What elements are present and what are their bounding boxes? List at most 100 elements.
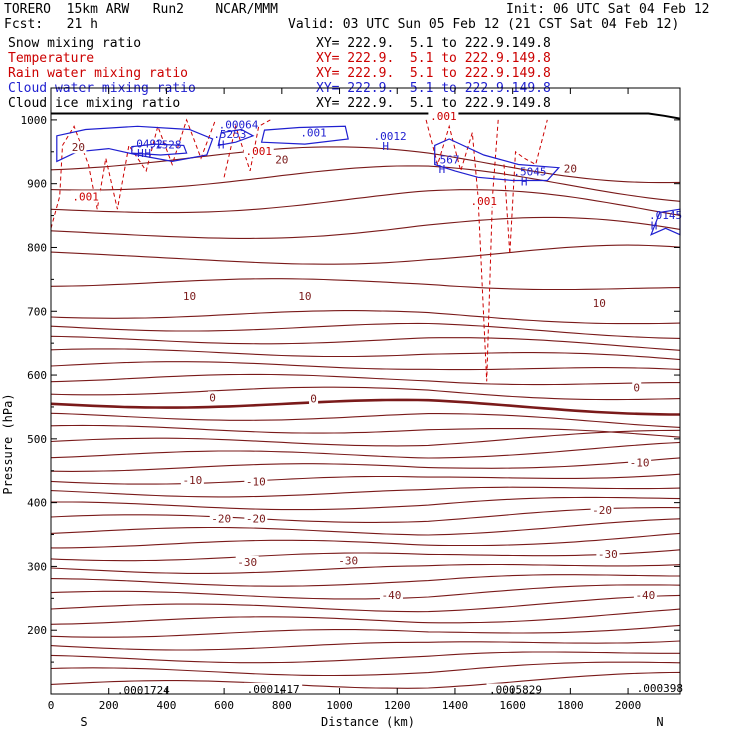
top-value-label-bg [486, 683, 545, 696]
isotherm-label-bg [562, 162, 579, 175]
rain-label: .001 [430, 110, 457, 123]
isotherm-label-bg [70, 141, 87, 154]
cloud-water-contour [56, 125, 214, 163]
isotherm-label-bg [181, 289, 198, 302]
isotherm-line [50, 322, 681, 339]
cloud-water-label: .0012 [373, 130, 406, 143]
isotherm-label: 10 [593, 297, 606, 310]
rain-contour [223, 119, 271, 178]
cloud-water-label: H [218, 139, 225, 152]
isotherm-lines [50, 112, 681, 689]
isotherm-line [50, 457, 681, 472]
x-tick-label: 200 [99, 699, 119, 712]
isotherm-label-bg [628, 456, 652, 469]
isotherm-label: -30 [598, 548, 618, 561]
top-value-label: .000398 [637, 682, 683, 695]
legend-coords-rain: XY= 222.9. 5.1 to 222.9.149.8 [316, 66, 551, 81]
isotherm-label-bg [180, 474, 204, 487]
isotherm-label: 20 [564, 162, 577, 175]
rain-contours [50, 118, 548, 382]
isotherm-label-bg [336, 554, 360, 567]
legend-coords-cloud-ice: XY= 222.9. 5.1 to 222.9.149.8 [316, 96, 551, 111]
contour-labels: -40 -40 -30 -30 -30 -20 -20 -20 -10 -10 -10 0 0 0 10 10… [70, 109, 686, 697]
y-tick-label: 300 [27, 560, 47, 573]
isotherm-line [50, 584, 681, 600]
isotherm-label: -30 [237, 556, 257, 569]
isotherm-label: 0 [633, 382, 640, 395]
isotherm-label-bg [309, 392, 319, 405]
isotherm-label: 20 [275, 153, 288, 166]
cloud-water-label: .5045 [513, 165, 546, 178]
cloud-water-label: H [651, 220, 658, 233]
isotherm-line [50, 608, 681, 625]
cloud-water-label: .001 [300, 127, 327, 140]
y-tick-label: 1000 [21, 114, 48, 127]
top-value-label-bg [114, 684, 173, 697]
isotherm-line [50, 361, 681, 371]
isotherm-label: 20 [72, 141, 85, 154]
cloud-water-contour [217, 128, 255, 147]
isotherm-line [50, 216, 681, 239]
rain-label: .001 [245, 145, 272, 158]
x-tick-label: 1800 [557, 699, 584, 712]
isotherm-line [50, 244, 681, 265]
isotherm-line [50, 640, 681, 651]
isotherm-label: -10 [630, 456, 650, 469]
y-tick-label: 800 [27, 241, 47, 254]
isotherm-line [50, 386, 681, 401]
isotherm-line [50, 310, 681, 325]
top-value-label: .0005829 [489, 683, 542, 696]
isotherm-line [50, 429, 681, 447]
isotherm-label: 0 [209, 391, 216, 404]
x-tick-label: 1200 [384, 699, 411, 712]
isotherm-line [50, 165, 681, 202]
cloud-water-label: H [382, 140, 389, 153]
isotherm-line [50, 412, 681, 428]
cloud-water-label: .567 [433, 153, 460, 166]
top-value-label: .0001417 [247, 683, 300, 696]
rain-label-bg [70, 190, 101, 203]
isotherm-label-bg [273, 153, 290, 166]
y-tick-label: 900 [27, 178, 47, 191]
isotherm-zero-line [50, 398, 680, 416]
x-tick-label: 400 [156, 699, 176, 712]
x-tick-label: 2000 [615, 699, 642, 712]
y-axis-label: Pressure (hPa) [1, 393, 15, 494]
isotherm-label-bg [590, 504, 614, 517]
isotherm-line [50, 441, 681, 459]
surface-line [51, 112, 681, 120]
plot-frame [50, 87, 681, 695]
isotherm-label: 10 [183, 290, 196, 303]
rain-contour [503, 119, 548, 254]
isotherm-line [50, 518, 681, 536]
y-tick-label: 700 [27, 305, 47, 318]
isotherm-label-bg [596, 548, 620, 561]
isotherm-label-bg [379, 589, 403, 602]
cloud-water-label: H [439, 163, 446, 176]
isotherm-label: -10 [246, 475, 266, 488]
legend-label-cloud-ice: Cloud ice mixing ratio [8, 96, 181, 111]
rain-label-bg [468, 194, 499, 207]
rain-contour [50, 118, 216, 229]
isotherm-label-bg [632, 381, 642, 394]
cloud-water-label: H [137, 147, 144, 160]
legend-coords-snow: XY= 222.9. 5.1 to 222.9.149.8 [316, 36, 551, 51]
isotherm-label-bg [209, 512, 233, 525]
y-tick-label: 600 [27, 369, 47, 382]
isotherm-line [50, 486, 681, 498]
isotherm-label-bg [244, 475, 268, 488]
cloud-water-contour [131, 143, 188, 156]
header-forecast: Fcst: 21 h [4, 17, 98, 32]
cloud-water-label: .1528 [148, 139, 181, 152]
cloud-water-label: .00064 [219, 118, 259, 131]
x-tick-label: 800 [272, 699, 292, 712]
isotherm-line [51, 532, 681, 549]
isotherm-line [50, 574, 680, 587]
header-title: TORERO 15km ARW Run2 NCAR/MMM [4, 2, 278, 17]
legend-label-rain: Rain water mixing ratio [8, 66, 189, 81]
legend-coords-temperature: XY= 222.9. 5.1 to 222.9.149.8 [316, 51, 551, 66]
isotherm-line [50, 278, 681, 291]
top-value-label-bg [244, 682, 303, 695]
isotherm-label-bg [591, 296, 608, 309]
